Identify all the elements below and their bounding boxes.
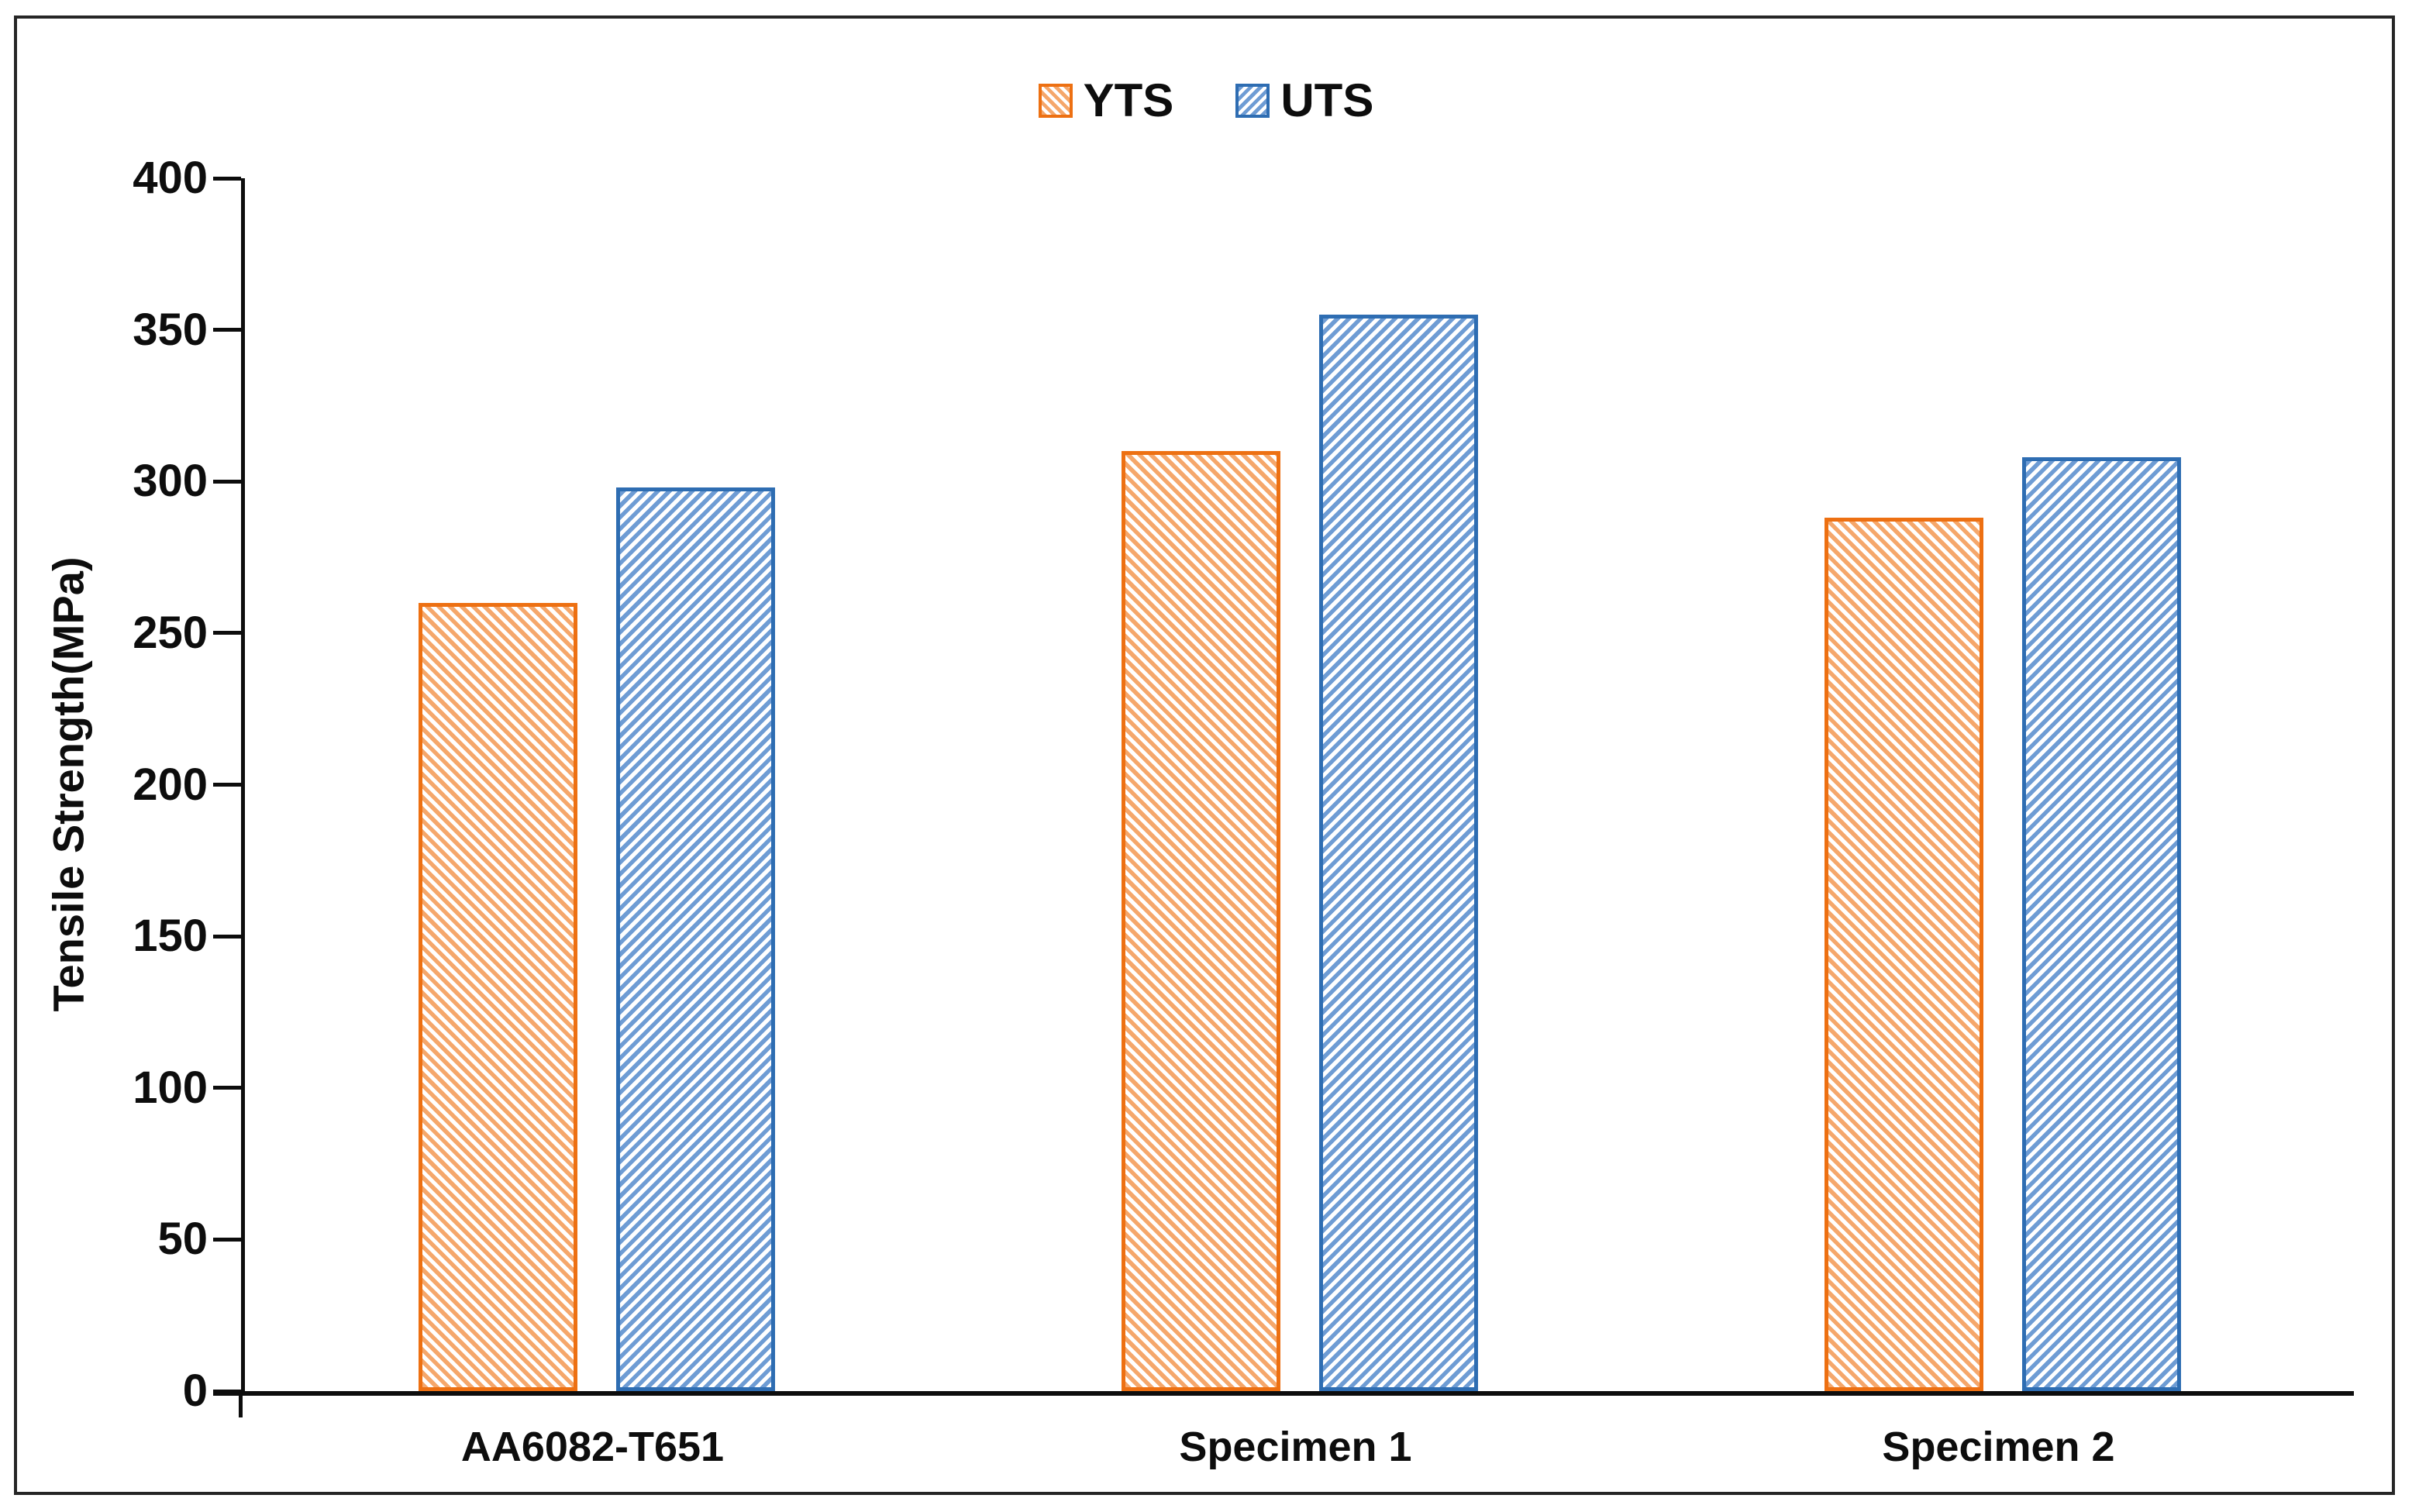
y-tick-label: 50 [157,1214,208,1265]
legend-item-yts: YTS [1038,74,1174,126]
legend-hatch-swatch-icon [1038,84,1073,118]
bar-yts-specimen-1 [1121,451,1280,1391]
legend: YTS UTS [0,77,2412,124]
y-tick-mark [213,934,241,939]
y-tick-mark [213,176,241,181]
legend-label: YTS [1083,74,1174,126]
bar-yts-aa6082-t651 [418,602,577,1391]
x-category-label-aa6082-t651: AA6082-T651 [460,1424,725,1470]
y-tick-label: 0 [182,1366,208,1416]
bar-uts-specimen-1 [1318,315,1478,1391]
y-tick-label: 150 [133,911,208,962]
y-tick-mark [213,1086,241,1090]
bar-uts-aa6082-t651 [615,487,775,1391]
y-tick-mark [213,328,241,332]
x-axis-left-extension [213,1391,241,1396]
x-category-label-specimen-2: Specimen 2 [1882,1424,2115,1470]
origin-tick [239,1396,243,1417]
legend-label: UTS [1280,74,1374,126]
y-tick-label: 250 [133,607,208,658]
plot-area [241,178,2354,1396]
y-tick-label: 300 [133,456,208,507]
bar-uts-specimen-2 [2021,456,2181,1391]
y-tick-label: 200 [133,759,208,810]
bar-yts-specimen-2 [1824,518,1983,1391]
x-category-label-specimen-1: Specimen 1 [1179,1424,1412,1470]
chart-border-frame [14,15,2395,1495]
y-tick-label: 350 [133,304,208,355]
y-tick-mark [213,479,241,484]
y-tick-mark [213,1237,241,1242]
y-tick-mark [213,783,241,787]
legend-item-uts: UTS [1235,77,1373,124]
y-tick-label: 400 [133,153,208,203]
legend-hatch-swatch-icon [1235,84,1270,118]
y-tick-mark [213,631,241,635]
y-tick-label: 100 [133,1062,208,1113]
